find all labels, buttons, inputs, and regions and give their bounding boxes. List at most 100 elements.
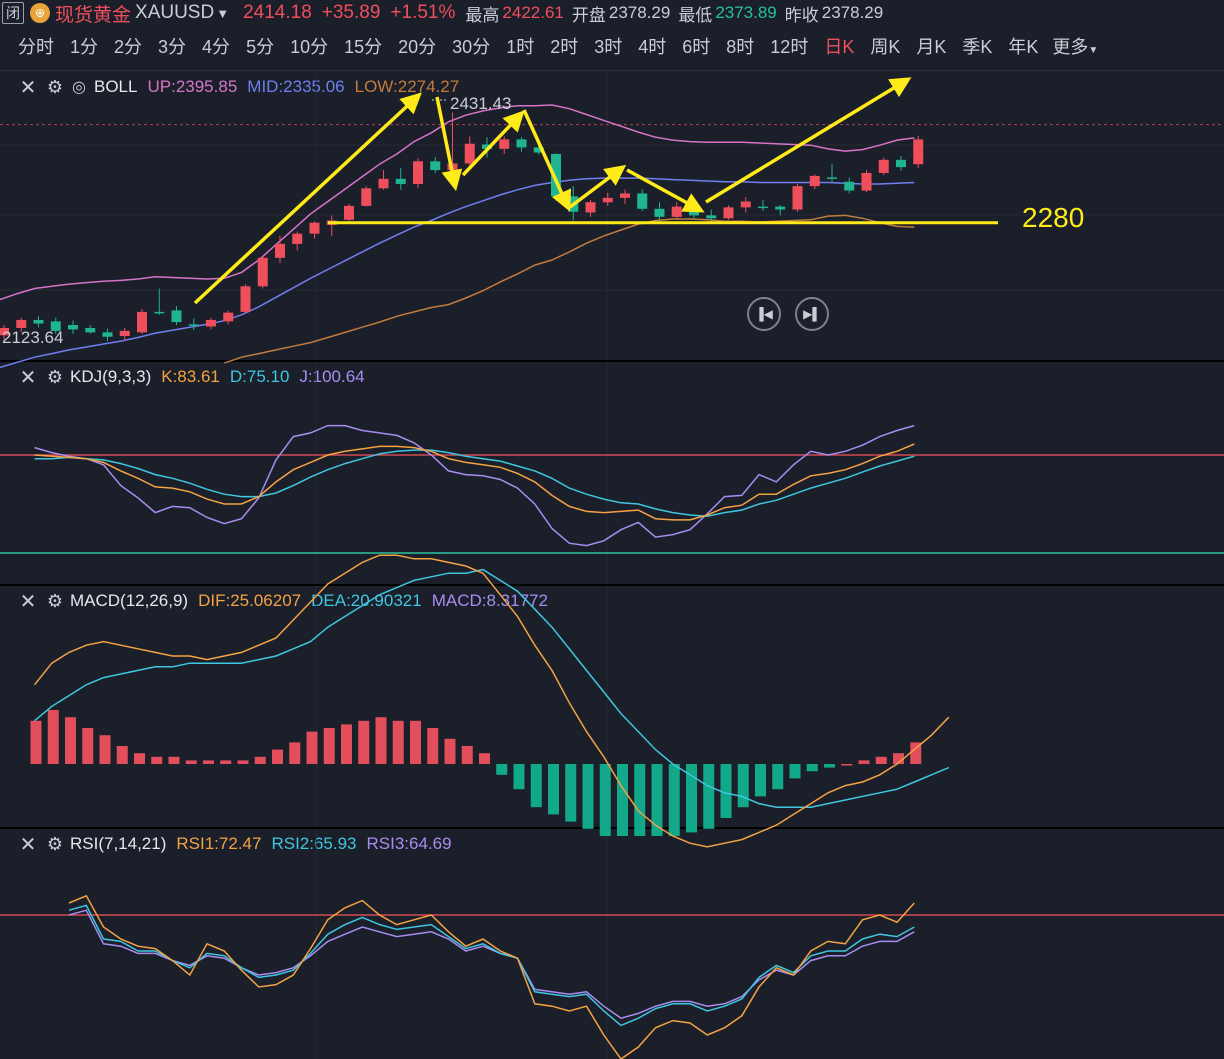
macd-histogram-bar <box>910 742 922 764</box>
period-tab[interactable]: 30分 <box>452 37 491 57</box>
rsi2-line <box>68 904 915 1027</box>
kdj-d-value: D:75.10 <box>229 367 290 386</box>
rsi3-line <box>68 909 915 1020</box>
period-tab[interactable]: 2时 <box>550 37 579 57</box>
close-icon[interactable]: ✕ <box>19 590 37 613</box>
instrument-symbol[interactable]: XAUUSD <box>135 2 215 23</box>
candle-body <box>102 332 113 337</box>
close-icon[interactable]: ✕ <box>19 366 37 389</box>
period-tab[interactable]: 4时 <box>638 37 667 57</box>
macd-histogram-bar <box>306 731 318 764</box>
candle-body <box>309 222 320 234</box>
period-tab[interactable]: 6时 <box>682 37 711 57</box>
candle-body <box>499 139 510 149</box>
close-icon[interactable]: ✕ <box>19 76 37 99</box>
macd-dea-value: DEA:20.90321 <box>311 591 422 610</box>
eye-icon[interactable]: ◎ <box>72 79 86 96</box>
chevron-down-icon[interactable]: ▼ <box>216 5 230 21</box>
candle-body <box>861 172 872 191</box>
boll-legend: ✕ ⚙ ◎ BOLL UP:2395.85 MID:2335.06 LOW:22… <box>18 76 469 99</box>
period-tab[interactable]: 15分 <box>344 37 383 57</box>
macd-histogram-bar <box>737 764 749 808</box>
period-tab[interactable]: 4分 <box>202 37 231 57</box>
close-icon[interactable]: ✕ <box>19 833 37 856</box>
period-tab[interactable]: 1时 <box>506 37 535 57</box>
period-tab[interactable]: 20分 <box>398 37 437 57</box>
macd-histogram-bar <box>65 717 76 764</box>
candle-body <box>878 159 889 173</box>
gear-icon[interactable]: ⚙ <box>46 366 64 387</box>
macd-legend: ✕ ⚙ MACD(12,26,9) DIF:25.06207 DEA:20.90… <box>18 590 558 613</box>
period-tab[interactable]: 5分 <box>246 37 275 57</box>
macd-histogram-bar <box>289 742 301 764</box>
prev-close-value: 2378.29 <box>821 3 884 22</box>
macd-histogram-bar <box>651 764 663 836</box>
trend-arrow <box>626 168 705 213</box>
period-tab[interactable]: 10分 <box>290 37 329 57</box>
rsi-indicator-name: RSI(7,14,21) <box>70 834 167 853</box>
period-tab[interactable]: 年K <box>1008 37 1039 57</box>
period-tab[interactable]: 季K <box>962 37 993 57</box>
candle-body <box>223 312 234 322</box>
macd-histogram-bar <box>789 764 801 779</box>
prev-close-label: 昨收 <box>784 5 819 25</box>
min-price-label: 2123.64 <box>2 328 63 347</box>
macd-histogram-bar <box>358 720 370 764</box>
candle-body <box>447 163 458 171</box>
macd-histogram-bar <box>185 760 197 764</box>
macd-histogram-bar <box>375 717 387 764</box>
period-tab[interactable]: 月K <box>916 37 947 57</box>
candle-body <box>723 207 734 219</box>
candle-body <box>809 175 820 187</box>
macd-histogram-bar <box>168 756 180 764</box>
kdj-k-line <box>34 443 915 521</box>
period-tab[interactable]: 3分 <box>158 37 187 57</box>
period-tab[interactable]: 周K <box>870 37 901 57</box>
candle-body <box>275 243 285 258</box>
period-tab[interactable]: 2分 <box>114 37 143 57</box>
gear-icon[interactable]: ⚙ <box>46 590 64 611</box>
period-tab[interactable]: 3时 <box>594 37 623 57</box>
candle-body <box>33 319 44 324</box>
candle-body <box>706 215 717 219</box>
period-tab[interactable]: 分时 <box>18 37 54 57</box>
candle-body <box>689 206 699 216</box>
trend-arrow <box>522 109 572 212</box>
skip-back-icon: ▐◀ <box>755 307 773 321</box>
trend-arrow <box>435 96 463 192</box>
macd-histogram-bar <box>513 764 525 790</box>
candle-body <box>464 143 475 164</box>
candle-body <box>637 193 648 209</box>
instrument-name[interactable]: 现货黄金 <box>55 4 132 26</box>
macd-histogram-bar <box>772 764 784 790</box>
candle-body <box>827 177 837 179</box>
candle-body <box>568 196 579 212</box>
macd-histogram-bar <box>47 710 59 764</box>
macd-histogram-bar <box>237 760 249 764</box>
rsi1-value: RSI1:72.47 <box>176 834 262 853</box>
open-label: 开盘 <box>571 5 606 25</box>
next-bar-button[interactable]: ▶▌ <box>795 297 829 331</box>
macd-histogram-bar <box>341 724 352 764</box>
period-tab[interactable]: 8时 <box>726 37 755 57</box>
trend-arrow <box>193 92 422 305</box>
macd-histogram-bar <box>254 756 266 764</box>
candle-body <box>654 208 665 217</box>
macd-hist-value: MACD:8.31772 <box>431 591 548 610</box>
macd-histogram-bar <box>323 728 335 764</box>
period-tab[interactable]: 12时 <box>770 37 809 57</box>
low-label: 最低 <box>678 5 713 25</box>
more-periods-button[interactable]: 更多▼ <box>1052 32 1098 62</box>
gear-icon[interactable]: ⚙ <box>46 76 64 97</box>
macd-dif-value: DIF:25.06207 <box>198 591 302 610</box>
gear-icon[interactable]: ⚙ <box>46 833 64 854</box>
period-tab[interactable]: 1分 <box>70 37 99 57</box>
candle-body <box>792 186 803 210</box>
candle-body <box>585 202 596 213</box>
kdj-j-value: J:100.64 <box>299 367 365 386</box>
candle-body <box>482 144 492 149</box>
prev-bar-button[interactable]: ▐◀ <box>747 297 781 331</box>
period-tab[interactable]: 日K <box>824 37 855 57</box>
macd-histogram-bar <box>82 728 94 764</box>
